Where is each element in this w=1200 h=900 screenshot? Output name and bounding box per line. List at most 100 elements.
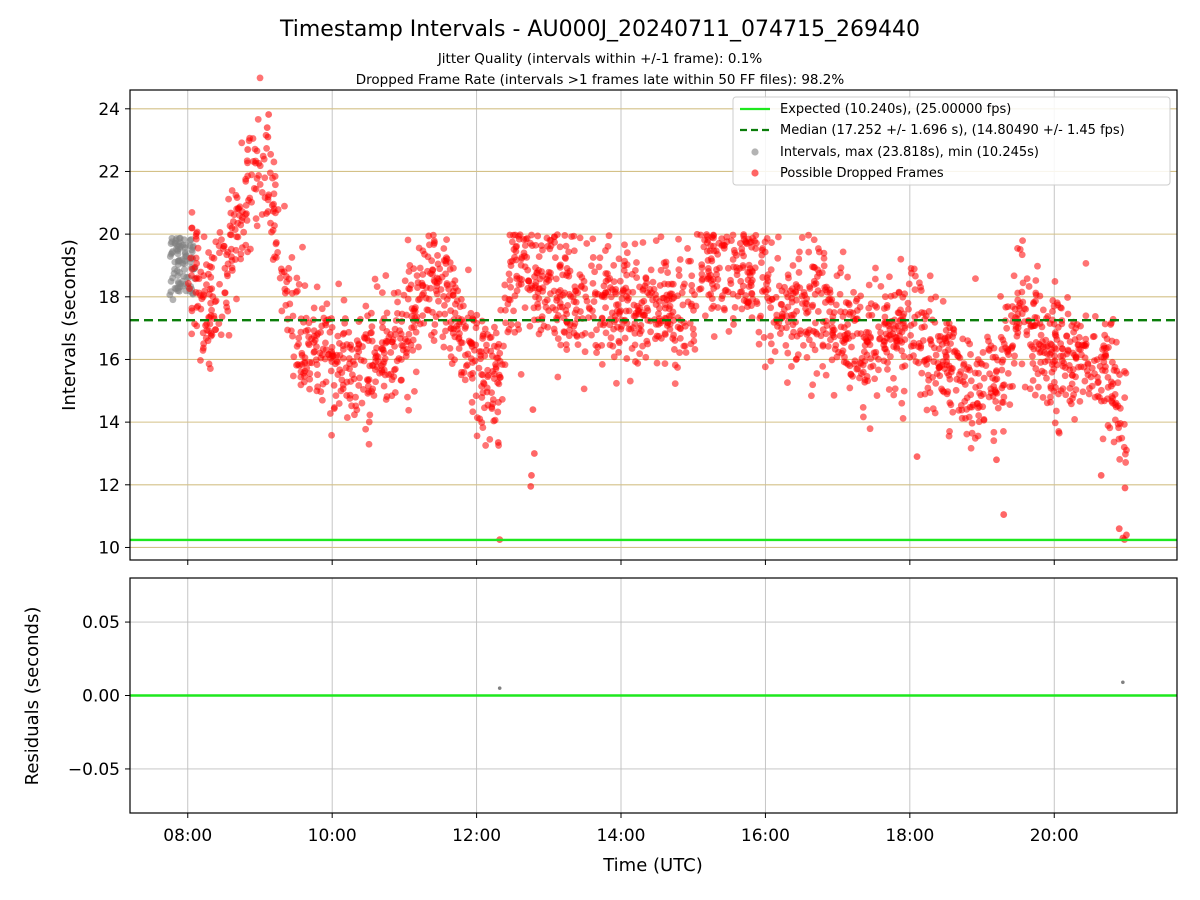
dropped-frame-point bbox=[269, 226, 277, 234]
dropped-frame-point bbox=[1029, 377, 1037, 384]
dropped-frame-point bbox=[881, 345, 888, 352]
dropped-frame-point bbox=[534, 232, 542, 240]
dropped-frame-point bbox=[269, 207, 277, 215]
dropped-frame-point bbox=[997, 292, 1004, 300]
dropped-frame-point bbox=[1032, 365, 1040, 372]
dropped-frame-point bbox=[704, 257, 712, 264]
dropped-frame-point bbox=[690, 331, 698, 339]
dropped-frame-point bbox=[518, 276, 526, 283]
dropped-frame-point bbox=[1116, 456, 1124, 463]
dropped-frame-point bbox=[836, 332, 844, 340]
dropped-frame-point bbox=[373, 363, 381, 371]
dropped-frame-point bbox=[576, 234, 584, 242]
dropped-frame-point bbox=[1102, 352, 1110, 360]
dropped-frame-point bbox=[784, 303, 792, 311]
dropped-frame-point bbox=[636, 350, 644, 358]
dropped-frame-point bbox=[193, 322, 201, 330]
dropped-frame-point bbox=[561, 232, 569, 239]
dropped-frame-point bbox=[208, 306, 215, 314]
dropped-frame-outlier bbox=[530, 450, 538, 457]
dropped-frame-point bbox=[865, 281, 873, 289]
dropped-frame-point bbox=[655, 310, 662, 318]
dropped-frame-point bbox=[458, 368, 465, 376]
dropped-frame-point bbox=[676, 349, 683, 356]
x-tick-label: 16:00 bbox=[741, 826, 790, 846]
dropped-frame-point bbox=[1038, 367, 1046, 375]
dropped-frame-point bbox=[774, 233, 782, 241]
dropped-frame-point bbox=[738, 305, 746, 313]
dropped-frame-point bbox=[1039, 306, 1047, 314]
top-plot-x-ticks bbox=[187, 560, 1055, 565]
dropped-frame-point bbox=[662, 258, 670, 266]
dropped-frame-point bbox=[976, 382, 984, 390]
dropped-frame-point bbox=[563, 264, 571, 272]
dropped-frame-point bbox=[885, 386, 893, 393]
dropped-frame-point bbox=[926, 389, 934, 396]
dropped-frame-point bbox=[809, 381, 817, 389]
dropped-frame-point bbox=[455, 345, 463, 352]
dropped-frame-point bbox=[472, 392, 480, 400]
dropped-frame-point bbox=[549, 304, 557, 311]
dropped-frame-point bbox=[643, 304, 651, 312]
dropped-frame-point bbox=[318, 305, 326, 313]
dropped-frame-point bbox=[563, 346, 571, 353]
dropped-frame-point bbox=[724, 264, 732, 272]
dropped-frame-point bbox=[347, 341, 355, 349]
dropped-frame-point bbox=[749, 268, 756, 276]
dropped-frame-point bbox=[630, 301, 638, 309]
dropped-frame-point bbox=[323, 300, 331, 308]
dropped-frame-point bbox=[1000, 340, 1008, 348]
dropped-frame-point bbox=[340, 329, 348, 337]
dropped-frame-point bbox=[1095, 378, 1102, 386]
dropped-frame-point bbox=[218, 313, 226, 321]
dropped-frame-point bbox=[468, 398, 476, 406]
dropped-frame-point bbox=[1019, 237, 1026, 244]
dropped-frame-point bbox=[215, 320, 223, 328]
dropped-frame-point bbox=[602, 277, 610, 285]
dropped-frame-point bbox=[813, 370, 821, 377]
dropped-frame-point bbox=[980, 374, 988, 382]
dropped-frame-point bbox=[253, 175, 261, 182]
dropped-frame-point bbox=[1063, 350, 1071, 358]
dropped-frame-point bbox=[947, 401, 955, 409]
dropped-frame-point bbox=[824, 342, 832, 350]
dropped-frame-point bbox=[767, 340, 775, 348]
dropped-frame-point bbox=[1055, 390, 1062, 398]
dropped-frame-point bbox=[831, 345, 839, 353]
dropped-frame-point bbox=[289, 372, 297, 380]
dropped-frame-point bbox=[993, 367, 1000, 375]
dropped-frame-point bbox=[335, 400, 343, 407]
dropped-frame-point bbox=[473, 414, 481, 422]
dropped-frame-point bbox=[767, 332, 774, 340]
dropped-frame-point bbox=[805, 248, 813, 256]
dropped-frame-point bbox=[416, 320, 424, 328]
dropped-frame-point bbox=[440, 245, 448, 252]
dropped-frame-point bbox=[623, 249, 631, 257]
dropped-frame-point bbox=[746, 239, 754, 247]
dropped-frame-point bbox=[611, 312, 619, 320]
dropped-frame-point bbox=[946, 375, 954, 383]
dropped-frame-outlier bbox=[1000, 511, 1008, 518]
dropped-frame-point bbox=[868, 311, 876, 319]
dropped-frame-point bbox=[1018, 360, 1026, 368]
dropped-frame-point bbox=[814, 245, 822, 252]
dropped-frame-point bbox=[273, 239, 280, 246]
dropped-frame-point bbox=[605, 232, 613, 240]
dropped-frame-point bbox=[910, 265, 918, 273]
dropped-frame-point bbox=[993, 375, 1001, 383]
dropped-frame-point bbox=[873, 392, 881, 399]
dropped-frame-point bbox=[907, 331, 915, 339]
dropped-frame-point bbox=[1018, 251, 1026, 259]
dropped-frame-point bbox=[552, 275, 560, 283]
dropped-frame-point bbox=[776, 330, 784, 338]
dropped-frame-point bbox=[380, 382, 388, 390]
dropped-frame-point bbox=[973, 360, 981, 368]
dropped-frame-point bbox=[789, 262, 797, 269]
dropped-frame-point bbox=[686, 319, 694, 327]
dropped-frame-point bbox=[455, 334, 463, 341]
dropped-frame-point bbox=[513, 275, 521, 283]
dropped-frame-point bbox=[511, 231, 519, 239]
bottom-y-tick-label: 0.05 bbox=[82, 613, 120, 633]
dropped-frame-point bbox=[454, 287, 462, 295]
dropped-frame-point bbox=[836, 290, 844, 298]
